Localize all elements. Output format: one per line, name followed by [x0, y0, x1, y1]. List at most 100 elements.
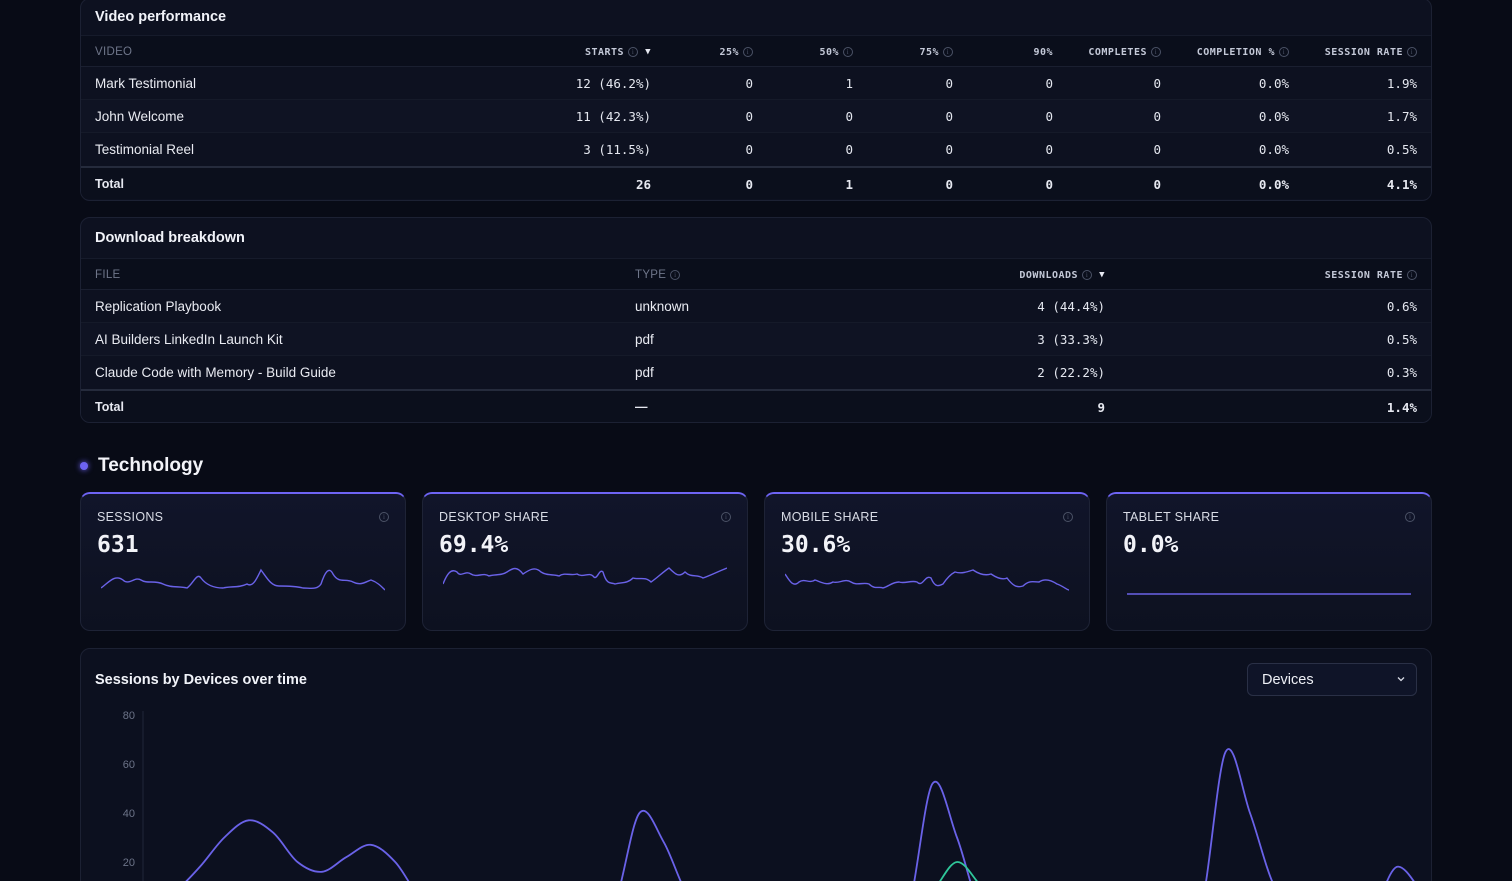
stat-card-mobile-share[interactable]: MOBILE SHARE i 30.6% — [764, 492, 1090, 631]
col-completion[interactable]: COMPLETION % i — [1169, 36, 1289, 68]
total-p25: 0 — [745, 176, 753, 192]
total-session-rate: 4.1% — [1386, 176, 1417, 192]
info-icon[interactable]: i — [1405, 512, 1415, 522]
col-starts[interactable]: STARTS i ▼ — [584, 46, 651, 58]
stat-card-desktop-share[interactable]: DESKTOP SHARE i 69.4% — [422, 492, 748, 631]
col-25[interactable]: 25% i — [663, 36, 753, 68]
total-label: Total — [95, 400, 124, 414]
p25-cell: 0 — [745, 142, 753, 157]
file-name[interactable]: AI Builders LinkedIn Launch Kit — [95, 332, 283, 347]
table-row[interactable]: Testimonial Reel 3 (11.5%) 0 0 0 0 0 0.0… — [81, 133, 1431, 166]
video-total-row: Total 26 0 1 0 0 0 0.0% 4.1% — [81, 166, 1431, 199]
section-dot-icon — [80, 462, 88, 470]
stat-label: SESSIONS — [97, 510, 164, 524]
starts-cell: 3 (11.5%) — [583, 142, 651, 157]
starts-cell: 11 (42.3%) — [575, 109, 651, 124]
info-icon[interactable]: i — [843, 47, 853, 57]
info-icon[interactable]: i — [1407, 270, 1417, 280]
download-breakdown-card: Download breakdown FILE TYPE i DOWNLOADS … — [80, 217, 1432, 423]
col-session-rate[interactable]: SESSION RATE i — [1297, 36, 1417, 68]
chart-title: Sessions by Devices over time — [95, 672, 307, 688]
video-name: Testimonial Reel — [95, 142, 195, 157]
col-50[interactable]: 50% i — [763, 36, 853, 68]
y-tick-label: 60 — [123, 759, 135, 771]
info-icon[interactable]: i — [1082, 270, 1093, 280]
info-icon[interactable]: i — [1063, 512, 1073, 522]
video-name: John Welcome — [95, 109, 185, 124]
col-completes[interactable]: COMPLETES i — [1061, 36, 1161, 68]
stat-card-sessions[interactable]: SESSIONS i 631 — [80, 492, 406, 631]
starts-cell: 12 (46.2%) — [575, 76, 651, 91]
session-rate-cell: 0.5% — [1386, 142, 1417, 157]
download-table-body: Replication Playbook unknown 4 (44.4%) 0… — [81, 290, 1431, 389]
stat-value: 30.6% — [781, 532, 851, 558]
downloads-cell: 4 (44.4%) — [1037, 299, 1105, 314]
tablet-sparkline — [1127, 593, 1411, 595]
info-icon[interactable]: i — [1279, 47, 1289, 57]
video-performance-card: Video performance VIDEO STARTS i ▼ 25% i … — [80, 0, 1432, 201]
session-rate-cell: 0.6% — [1386, 299, 1417, 314]
stat-card-tablet-share[interactable]: TABLET SHARE i 0.0% — [1106, 492, 1432, 631]
file-name[interactable]: Claude Code with Memory - Build Guide — [95, 365, 336, 380]
chevron-down-icon — [1397, 677, 1405, 682]
sort-desc-icon[interactable]: ▼ — [645, 47, 651, 57]
file-type: pdf — [635, 332, 654, 347]
table-row[interactable]: Mark Testimonial 12 (46.2%) 0 1 0 0 0 0.… — [81, 67, 1431, 100]
file-name[interactable]: Replication Playbook — [95, 299, 222, 314]
completion-cell: 0.0% — [1258, 142, 1289, 157]
info-icon[interactable]: i — [743, 47, 753, 57]
completes-cell: 0 — [1153, 76, 1161, 91]
total-downloads: 9 — [1097, 399, 1105, 415]
sessions-by-devices-card: 80 60 40 20 Sessions by Devices over time D… — [80, 648, 1432, 881]
p75-cell: 0 — [945, 76, 953, 91]
video-performance-title: Video performance — [95, 9, 227, 25]
technology-section-header: Technology — [80, 455, 203, 477]
col-video[interactable]: VIDEO — [95, 46, 133, 58]
download-table-header: FILE TYPE i DOWNLOADS i ▼ SESSION RATE i — [81, 258, 1431, 290]
stat-label: TABLET SHARE — [1123, 510, 1220, 524]
col-type[interactable]: TYPE i — [635, 259, 681, 291]
series-line-0 — [185, 748, 1415, 881]
info-icon[interactable]: i — [943, 47, 953, 57]
sort-desc-icon[interactable]: ▼ — [1099, 270, 1105, 280]
session-rate-cell: 0.3% — [1386, 365, 1417, 380]
p90-cell: 0 — [1045, 109, 1053, 124]
devices-dropdown[interactable]: Devices — [1247, 663, 1417, 696]
stat-value: 69.4% — [439, 532, 509, 558]
col-session-rate[interactable]: SESSION RATE i — [1267, 259, 1417, 291]
info-icon[interactable]: i — [628, 47, 639, 57]
total-starts: 26 — [635, 176, 651, 192]
y-tick-label: 80 — [123, 710, 135, 722]
col-75[interactable]: 75% i — [863, 36, 953, 68]
col-downloads[interactable]: DOWNLOADS i ▼ — [1019, 269, 1105, 281]
info-icon[interactable]: i — [1151, 47, 1161, 57]
info-icon[interactable]: i — [670, 270, 681, 280]
desktop-sparkline — [443, 567, 727, 585]
total-completion: 0.0% — [1258, 176, 1289, 192]
info-icon[interactable]: i — [721, 512, 731, 522]
total-completes: 0 — [1153, 176, 1161, 192]
p50-cell: 1 — [845, 76, 853, 91]
series-line-1 — [939, 861, 978, 881]
table-row[interactable]: Claude Code with Memory - Build Guide pd… — [81, 356, 1431, 389]
total-type: — — [635, 400, 648, 414]
p50-cell: 0 — [845, 142, 853, 157]
p90-cell: 0 — [1045, 76, 1053, 91]
info-icon[interactable]: i — [379, 512, 389, 522]
downloads-cell: 3 (33.3%) — [1037, 332, 1105, 347]
stat-label: MOBILE SHARE — [781, 510, 879, 524]
p50-cell: 0 — [845, 109, 853, 124]
col-file[interactable]: FILE — [95, 269, 121, 281]
completion-cell: 0.0% — [1258, 109, 1289, 124]
stat-value: 631 — [97, 532, 139, 558]
table-row[interactable]: Replication Playbook unknown 4 (44.4%) 0… — [81, 290, 1431, 323]
info-icon[interactable]: i — [1407, 47, 1417, 57]
y-tick-label: 40 — [123, 808, 135, 820]
p75-cell: 0 — [945, 109, 953, 124]
session-rate-cell: 1.7% — [1386, 109, 1417, 124]
col-90[interactable]: 90% — [1033, 46, 1053, 58]
table-row[interactable]: AI Builders LinkedIn Launch Kit pdf 3 (3… — [81, 323, 1431, 356]
table-row[interactable]: John Welcome 11 (42.3%) 0 0 0 0 0 0.0% 1… — [81, 100, 1431, 133]
video-name: Mark Testimonial — [95, 76, 197, 91]
sessions-sparkline — [101, 568, 385, 591]
